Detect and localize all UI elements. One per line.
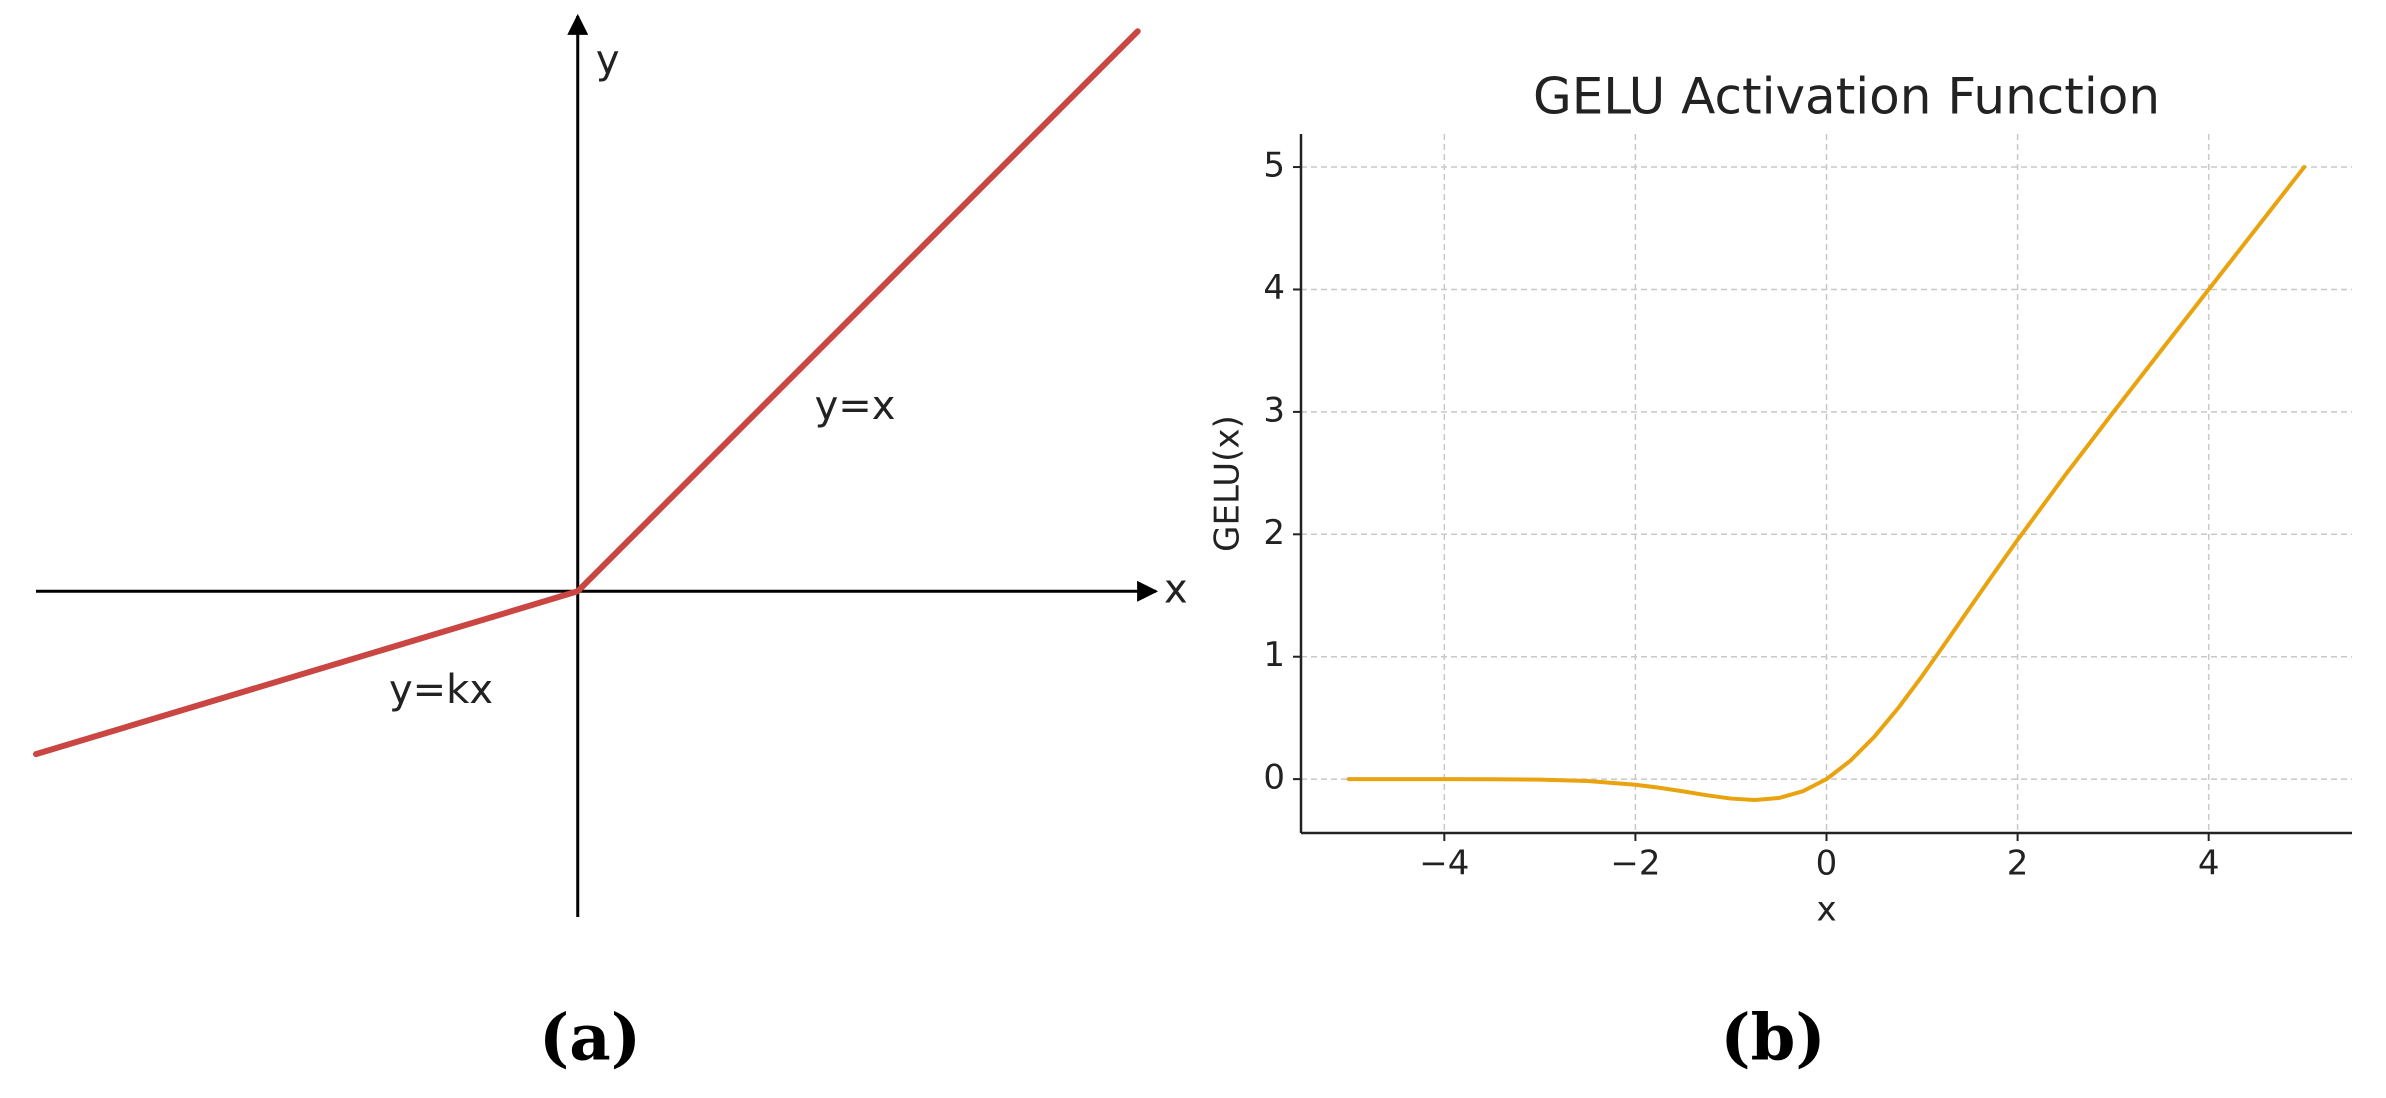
y-axis-label: y — [596, 37, 620, 83]
y-tick-label: 2 — [1263, 513, 1285, 553]
y-axis-label: GELU(x) — [1208, 415, 1248, 552]
x-tick-label: 2 — [2007, 844, 2029, 884]
line — [1346, 165, 2307, 802]
x-tick-label: −2 — [1610, 844, 1660, 884]
y-tick-label: 1 — [1263, 635, 1285, 675]
y-tick-label: 3 — [1263, 390, 1285, 430]
annotation: y=x — [815, 383, 896, 429]
chart-title: GELU Activation Function — [1533, 68, 2160, 126]
caption: (a) — [539, 1001, 641, 1076]
x-tick-label: 4 — [2198, 844, 2220, 884]
line — [33, 28, 1141, 758]
x-tick-label: −4 — [1419, 844, 1469, 884]
x-axis-label: x — [1164, 566, 1188, 612]
y-tick-label: 4 — [1263, 268, 1285, 308]
y-tick-label: 5 — [1263, 146, 1285, 186]
caption: (b) — [1720, 1001, 1825, 1076]
x-axis-label: x — [1816, 890, 1836, 930]
y-tick-label: 0 — [1263, 758, 1285, 798]
panel: −4 −2 0 2 4 0 1 2 3 4 5 x GELU(x) GELU Activation Fun… — [1208, 68, 2352, 1076]
annotation: y=kx — [389, 667, 493, 713]
panel: x y y=x y=kx (a) — [33, 13, 1188, 1076]
x-tick-label: 0 — [1816, 844, 1838, 884]
